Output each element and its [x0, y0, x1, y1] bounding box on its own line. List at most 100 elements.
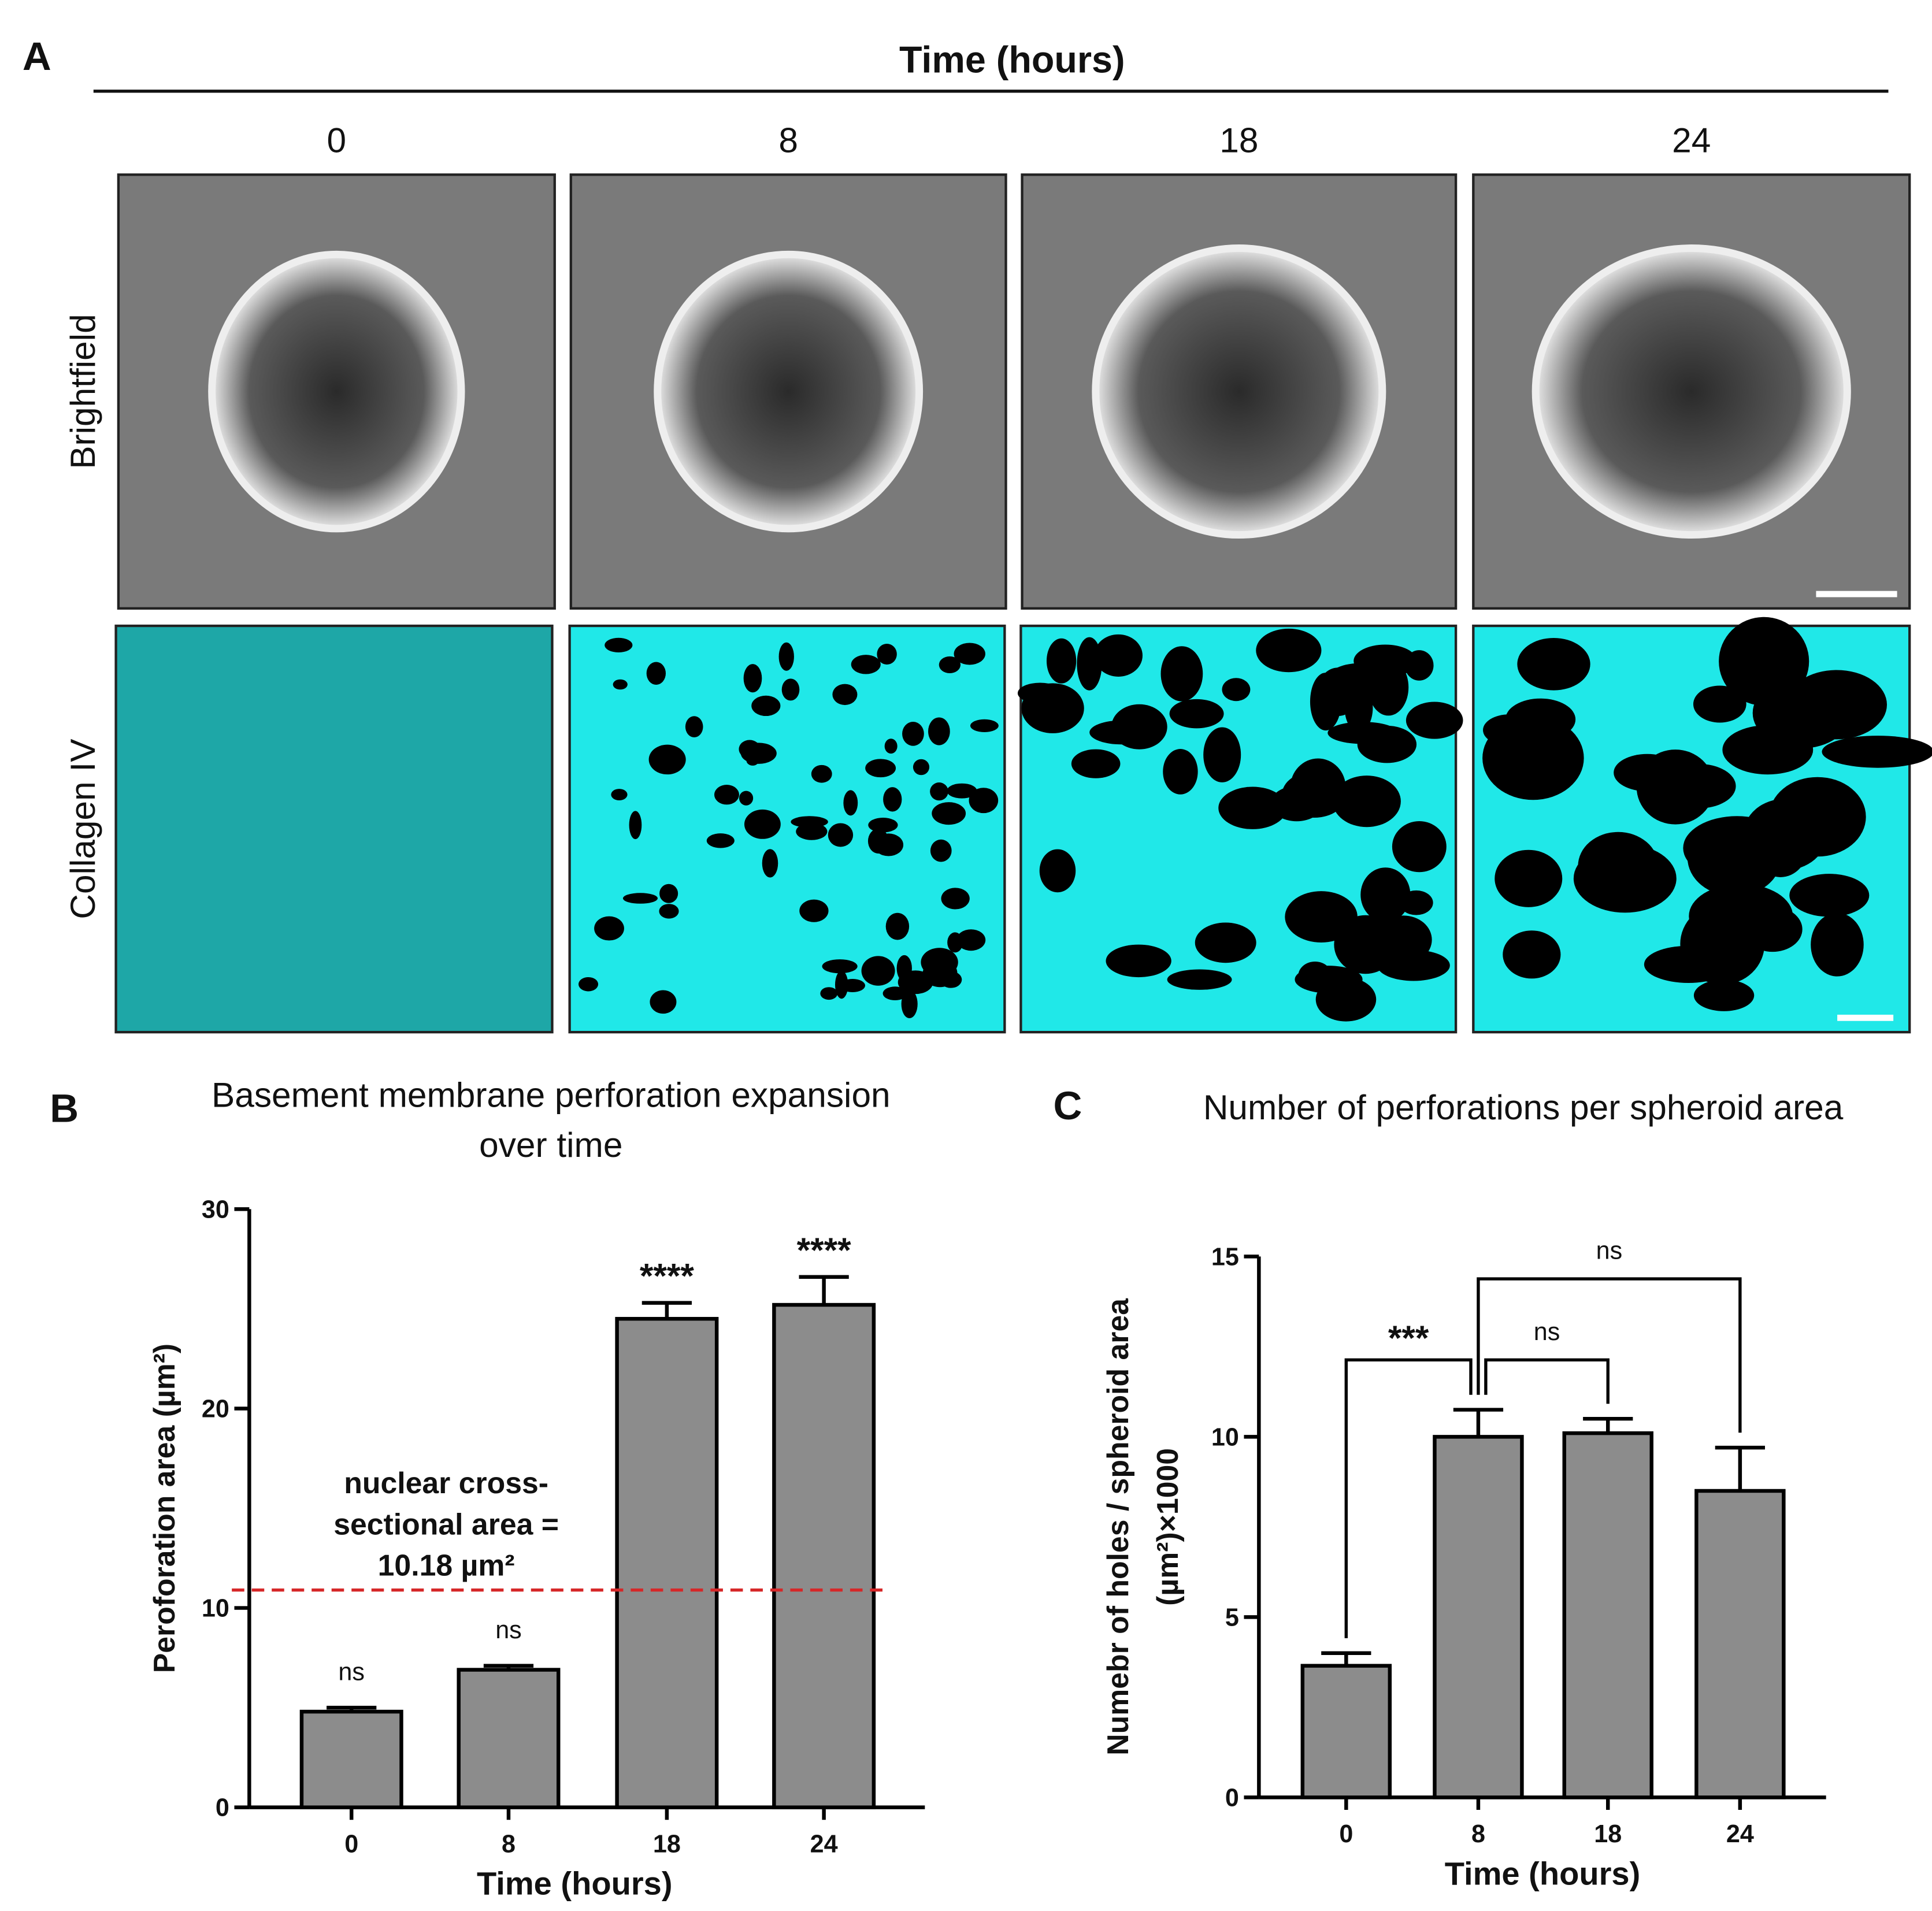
column-label: 18 — [1219, 120, 1258, 159]
perforation — [902, 722, 924, 746]
perforation — [1517, 637, 1590, 691]
perforation — [898, 970, 933, 995]
perforation — [622, 893, 658, 904]
y-tick-label: 20 — [202, 1396, 229, 1423]
image-panels — [114, 173, 1932, 1034]
perforation — [1344, 683, 1373, 732]
row-label: Collagen IV — [63, 739, 102, 919]
spheroid — [1531, 244, 1851, 539]
perforation — [1327, 722, 1398, 744]
panel-label: B — [50, 1086, 79, 1130]
perforation — [791, 816, 828, 828]
perforation — [1195, 922, 1256, 963]
collagen-image — [114, 624, 554, 1034]
perforation — [1392, 821, 1447, 873]
chart-title: Basement membrane perforation expansion — [212, 1075, 891, 1115]
x-axis-label: Time (hours) — [1445, 1855, 1640, 1891]
perforation — [1160, 646, 1203, 702]
panel-label: A — [23, 34, 51, 79]
y-axis-label: Peroforation area (µm²) — [147, 1344, 181, 1673]
perforation — [799, 899, 829, 922]
perforation — [648, 744, 686, 775]
bar — [1694, 1489, 1786, 1799]
perforation — [820, 987, 838, 1000]
perforation — [861, 956, 895, 986]
panel-label: C — [1053, 1083, 1082, 1128]
significance-label: ns — [495, 1616, 522, 1644]
column-label: 0 — [327, 120, 347, 159]
bar — [772, 1303, 876, 1809]
perforation — [1106, 944, 1171, 978]
y-tick-label: 10 — [202, 1595, 229, 1623]
perforation — [1811, 912, 1864, 977]
perforation — [1360, 867, 1411, 922]
perforation — [1719, 617, 1809, 706]
perforation — [1111, 704, 1167, 749]
perforation — [629, 811, 642, 840]
perforation — [970, 719, 999, 732]
perforation — [1353, 644, 1417, 677]
perforation — [947, 783, 977, 799]
y-tick-label: 0 — [216, 1794, 229, 1822]
perforation — [739, 791, 754, 806]
perforation — [605, 637, 633, 653]
perforation — [778, 642, 794, 671]
x-tick-label: 0 — [344, 1830, 358, 1858]
reference-label: 10.18 µm² — [378, 1548, 515, 1582]
y-tick-label: 5 — [1225, 1604, 1239, 1631]
significance-bracket — [1484, 1358, 1610, 1404]
perforation — [1644, 945, 1733, 983]
perforation — [1789, 874, 1870, 917]
perforation — [1689, 884, 1793, 949]
perforation — [873, 833, 904, 856]
perforation — [1046, 638, 1077, 684]
perforation — [1315, 977, 1377, 1022]
significance-label: **** — [797, 1230, 851, 1270]
perforation — [1333, 775, 1401, 828]
perforation — [1310, 673, 1341, 731]
x-axis-label: Time (hours) — [477, 1865, 672, 1902]
perforation — [956, 929, 986, 951]
column-label: 24 — [1672, 120, 1711, 159]
perforation — [1693, 979, 1755, 1011]
y-tick-label: 15 — [1211, 1243, 1239, 1271]
perforation — [1614, 754, 1681, 792]
perforation — [594, 916, 624, 941]
significance-label: ns — [1596, 1237, 1623, 1265]
perforation — [706, 833, 735, 848]
significance-bracket — [1344, 1358, 1473, 1638]
significance-label: ns — [338, 1658, 365, 1686]
perforation — [901, 989, 918, 1019]
chart-title: over time — [479, 1125, 622, 1164]
perforation — [1822, 736, 1932, 768]
perforation — [1377, 949, 1450, 981]
scale-bar — [1816, 591, 1897, 598]
perforation — [941, 888, 970, 910]
perforation — [1256, 628, 1322, 673]
bar — [1562, 1431, 1653, 1799]
perforation — [1503, 930, 1561, 979]
perforation — [751, 695, 781, 717]
perforation — [885, 912, 910, 940]
perforation — [843, 790, 858, 816]
perforation — [743, 664, 762, 693]
x-tick-label: 8 — [502, 1830, 516, 1858]
perforation — [930, 839, 952, 862]
significance-bracket — [1477, 1277, 1742, 1433]
perforation — [930, 782, 948, 801]
header: Time (hours) — [899, 38, 1125, 80]
perforation — [932, 802, 966, 825]
perforation — [1163, 749, 1198, 795]
reference-label: nuclear cross- — [344, 1466, 548, 1500]
perforation — [865, 759, 896, 778]
perforation — [851, 655, 881, 674]
significance-label: *** — [1388, 1318, 1429, 1357]
perforation — [883, 787, 902, 812]
perforation — [1021, 683, 1084, 733]
perforation — [1406, 702, 1463, 739]
perforation — [835, 970, 848, 999]
scale-bar — [1837, 1014, 1894, 1021]
perforation — [781, 678, 800, 701]
perforation — [1573, 844, 1677, 913]
